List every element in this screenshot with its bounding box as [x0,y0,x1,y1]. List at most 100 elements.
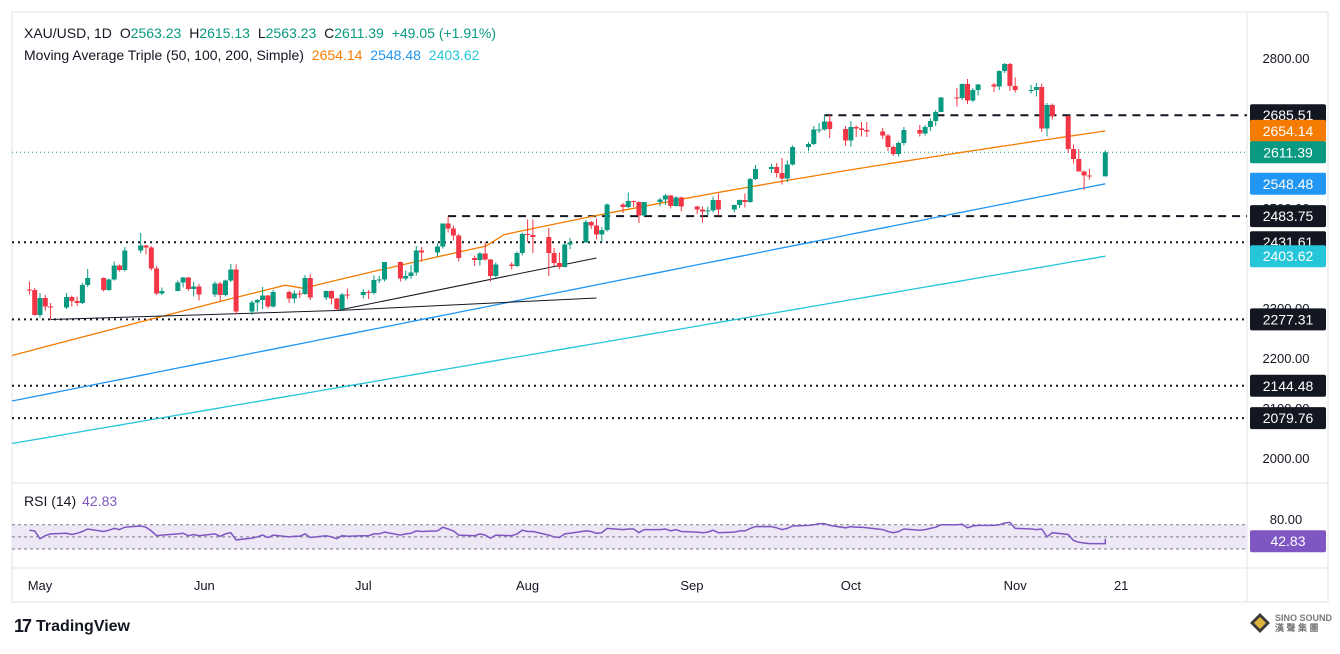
candle-body [42,298,48,307]
candle-body [768,167,774,169]
candle-body [556,263,562,267]
price-tag-box [1250,172,1326,195]
candle-body [270,292,276,307]
ma-line-sma-200 [11,255,1106,445]
price-tag-label: 2403.62 [1263,248,1314,264]
ma-legend: Moving Average Triple (50, 100, 200, Sim… [24,47,483,63]
candle-body [138,245,144,251]
candle-body [880,131,886,136]
candle-body [117,265,122,270]
time-axis-label: Aug [516,578,539,593]
low-value: 2563.23 [265,25,317,41]
candle-body [111,265,117,280]
candle-body [265,295,271,307]
candle-body [191,286,197,289]
candle-body [1071,149,1076,159]
candle-body [329,291,334,299]
candle-body [154,268,160,294]
tradingview-brand[interactable]: 17 TradingView [14,616,130,637]
candle-body [811,129,817,144]
price-tag: 2611.39 [1250,141,1326,164]
candle-body [790,147,796,165]
candle-body [307,278,313,298]
price-tag-box [1250,119,1326,142]
candle-body [965,84,970,101]
candle-body [922,127,928,134]
time-axis-label: 21 [1114,578,1128,593]
time-axis-label: Sep [680,578,703,593]
time-axis-label: Jun [194,578,215,593]
candle-body [1002,64,1008,71]
symbol-label: XAU/USD, 1D [24,25,112,41]
candle-body [710,200,716,211]
candle-body [143,245,149,248]
tradingview-logo-icon: 17 [14,616,32,636]
close-value: 2611.39 [334,25,384,41]
high-value: 2615.13 [199,25,250,41]
trendline-2 [336,257,597,311]
candle-body [376,279,382,281]
brand-name: TradingView [36,617,130,635]
rsi-legend: RSI (14) 42.83 [24,493,117,509]
candle-body [440,223,446,247]
candle-body [784,164,790,179]
ma-line-sma-50 [11,130,1106,357]
open-label: O [119,25,131,41]
candle-body [753,169,758,179]
candle-body [864,130,870,132]
price-tag: 2483.75 [1250,205,1326,228]
candle-body [625,201,631,207]
candle-body [1033,87,1039,90]
candle-body [514,253,520,266]
time-axis-label: May [28,578,53,593]
candle-body [1049,105,1055,116]
candle-body [1012,86,1018,90]
watermark-line-1: SINO SOUND [1274,613,1332,623]
candle-body [344,294,350,296]
candle-body [827,121,833,129]
price-tag: 2079.76 [1250,407,1326,430]
candle-body [636,202,642,216]
price-tag: 2654.14 [1250,119,1326,142]
ma-title: Moving Average Triple (50, 100, 200, Sim… [24,47,304,63]
candle-body [583,222,589,243]
rsi-legend-value: 42.83 [82,493,118,509]
candle-body [1102,152,1108,177]
price-axis-label: 2800.00 [1263,51,1310,66]
candle-body [742,200,748,202]
candle-body [249,302,255,312]
candle-body [69,297,75,301]
candle-body [435,246,440,253]
open-value: 2563.23 [130,25,182,41]
price-tag-label: 2611.39 [1263,144,1313,160]
candle-body [85,278,91,285]
candle-body [938,97,944,112]
price-tag-box [1250,308,1326,331]
candle-body [848,127,854,141]
candle-body [212,283,218,295]
candle-body [859,128,864,130]
candle-body [26,289,32,291]
candle-body [816,129,822,131]
candle-body [297,293,303,295]
high-label: H [189,25,200,41]
candle-body [397,262,403,279]
candle-body [79,285,85,303]
candle-body [673,197,679,206]
price-tag-label: 2079.76 [1263,410,1314,426]
candle-body [662,195,668,200]
rsi-title: RSI (14) [24,493,77,509]
candle-body [779,173,785,179]
candle-body [509,264,515,266]
candle-body [694,206,700,210]
candle-body [715,200,721,210]
candle-body [737,200,743,205]
price-tag-label: 2654.14 [1263,123,1314,139]
candle-body [493,264,499,276]
candle-body [954,97,960,99]
candle-body [1044,105,1050,129]
candle-body [477,253,483,260]
candle-body [1076,159,1082,172]
